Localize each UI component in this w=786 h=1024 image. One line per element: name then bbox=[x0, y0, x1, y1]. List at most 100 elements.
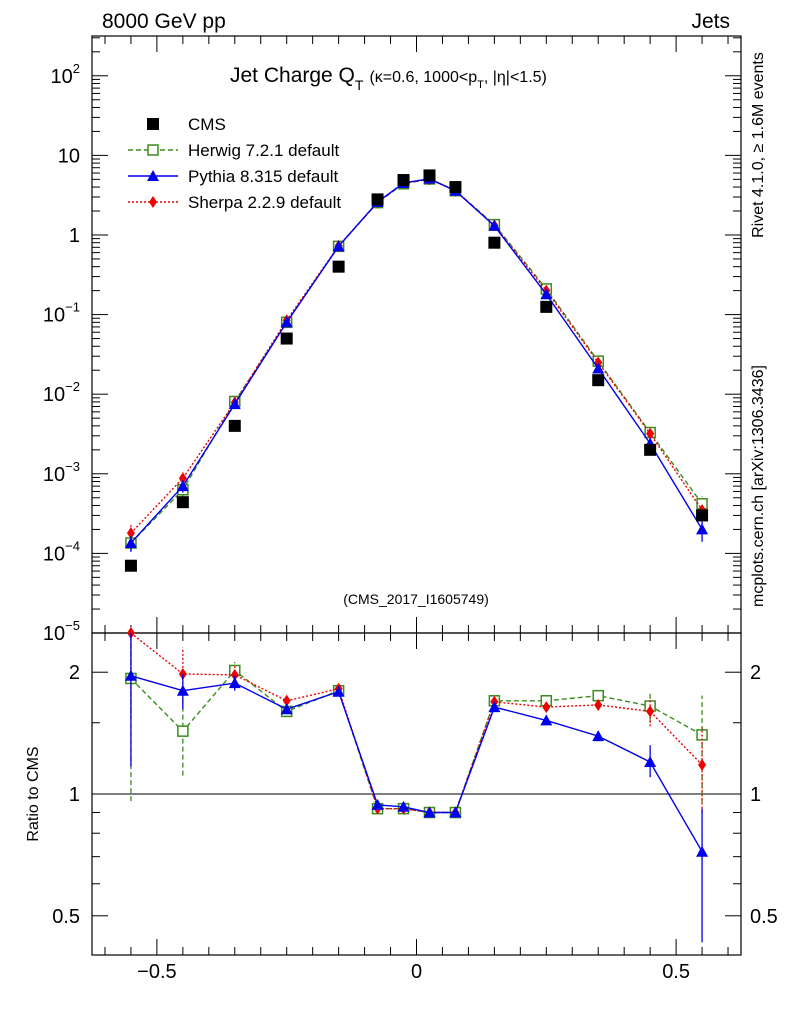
main-y-tick-label: 10−3 bbox=[43, 459, 80, 486]
main-point-pythia bbox=[696, 523, 709, 535]
tick-exponent: −1 bbox=[65, 300, 80, 315]
tick-exponent: −3 bbox=[65, 459, 80, 474]
legend-item-pythia: Pythia 8.315 default bbox=[128, 167, 339, 186]
ratio-point-pythia bbox=[540, 714, 553, 726]
ratio-y-tick-label: 2 bbox=[69, 662, 80, 684]
ratio-axes: −0.5 0 0.5 0.5 0.5 1 1 2 2 bbox=[52, 633, 778, 983]
tick-exponent: −2 bbox=[65, 379, 80, 394]
ratio-y-tick-label-right: 0.5 bbox=[750, 906, 778, 928]
ratio-point-pythia bbox=[332, 685, 345, 697]
main-series-layer bbox=[124, 169, 709, 572]
main-point-cms bbox=[228, 419, 241, 432]
main-line-sherpa bbox=[130, 178, 703, 534]
tick-base: 10 bbox=[43, 543, 65, 565]
ratio-y-tick-label-right: 1 bbox=[750, 784, 761, 806]
legend-label-herwig: Herwig 7.2.1 default bbox=[188, 141, 339, 160]
ratio-point-pythia bbox=[280, 703, 293, 715]
ratio-point-pythia bbox=[423, 806, 436, 818]
main-point-cms bbox=[423, 169, 436, 182]
tick-base: 10 bbox=[43, 623, 65, 645]
ratio-y-tick-label: 0.5 bbox=[52, 906, 80, 928]
main-point-sherpa bbox=[646, 427, 655, 440]
ratio-point-sherpa bbox=[282, 694, 291, 707]
ratio-line-herwig bbox=[130, 669, 703, 814]
x-tick-label: 0 bbox=[411, 961, 422, 983]
main-line-herwig bbox=[130, 178, 703, 544]
main-series-herwig bbox=[125, 173, 708, 552]
ratio-series-herwig bbox=[125, 633, 708, 819]
ratio-line-sherpa bbox=[130, 632, 703, 814]
main-y-tick-label: 10 bbox=[58, 145, 80, 167]
ratio-point-pythia bbox=[228, 677, 241, 689]
ratio-point-pythia bbox=[696, 845, 709, 857]
main-point-cms bbox=[397, 174, 410, 187]
legend-item-sherpa: Sherpa 2.2.9 default bbox=[128, 193, 341, 212]
tick-base: 10 bbox=[43, 464, 65, 486]
title-cut: (κ=0.6, 1000<p bbox=[369, 69, 477, 86]
legend-marker-sherpa bbox=[149, 196, 157, 208]
ratio-point-sherpa bbox=[594, 698, 603, 711]
main-point-cms bbox=[592, 374, 605, 387]
legend-marker-herwig bbox=[147, 144, 159, 156]
ratio-point-sherpa bbox=[646, 705, 655, 718]
main-point-cms bbox=[371, 193, 384, 206]
main-point-pythia bbox=[592, 362, 605, 374]
ratio-point-pythia bbox=[176, 684, 189, 696]
main-point-cms bbox=[449, 181, 462, 194]
header-category-label: Jets bbox=[691, 10, 730, 33]
main-series-sherpa bbox=[126, 173, 707, 548]
ratio-y-axis-label: Ratio to CMS bbox=[25, 746, 42, 841]
svg-text:Jet Charge QT(κ=0.6, 1000<pT,: Jet Charge QT (κ=0.6, 1000<pT, |η|<1.5) bbox=[230, 64, 547, 93]
main-point-cms bbox=[176, 496, 189, 509]
main-y-tick-label: 10−5 bbox=[43, 618, 80, 645]
main-y-tick-label: 10−4 bbox=[43, 538, 80, 565]
x-tick-label: 0.5 bbox=[662, 961, 690, 983]
tick-base: 10 bbox=[51, 66, 73, 88]
main-point-cms bbox=[644, 443, 657, 456]
tick-exponent: −5 bbox=[65, 618, 80, 633]
main-y-tick-label: 10−1 bbox=[43, 300, 80, 327]
rivet-version-label: Rivet 4.1.0, ≥ 1.6M events bbox=[750, 52, 767, 238]
main-series-pythia bbox=[124, 172, 709, 552]
main-point-cms bbox=[540, 300, 553, 313]
main-line-pythia bbox=[130, 177, 703, 544]
main-series-cms bbox=[124, 169, 709, 572]
main-y-tick-label: 10−2 bbox=[43, 379, 80, 406]
main-point-pythia bbox=[332, 240, 345, 252]
legend-item-herwig: Herwig 7.2.1 default bbox=[128, 141, 339, 160]
ratio-y-tick-label-right: 2 bbox=[750, 662, 761, 684]
ratio-point-pythia bbox=[449, 806, 462, 818]
main-point-cms bbox=[696, 509, 709, 522]
analysis-watermark: (CMS_2017_I1605749) bbox=[343, 591, 489, 607]
legend-label-pythia: Pythia 8.315 default bbox=[188, 167, 339, 186]
main-point-sherpa bbox=[126, 527, 135, 540]
ratio-line-pythia bbox=[130, 675, 703, 853]
x-tick-label: −0.5 bbox=[137, 961, 176, 983]
ratio-point-pythia bbox=[488, 701, 501, 713]
main-point-cms bbox=[488, 236, 501, 249]
legend-marker-pythia bbox=[147, 170, 159, 181]
main-y-tick-label: 1 bbox=[69, 225, 80, 247]
tick-exponent: −4 bbox=[65, 538, 80, 553]
header-energy-label: 8000 GeV pp bbox=[102, 10, 226, 33]
main-point-pythia bbox=[124, 537, 137, 549]
main-point-cms bbox=[332, 260, 345, 273]
ratio-series-layer bbox=[124, 627, 709, 943]
main-y-tick-label: 102 bbox=[51, 61, 80, 88]
main-point-pythia bbox=[280, 316, 293, 328]
main-point-pythia bbox=[540, 288, 553, 300]
main-point-pythia bbox=[488, 219, 501, 231]
ratio-point-sherpa bbox=[698, 758, 707, 771]
ratio-point-pythia bbox=[371, 798, 384, 810]
ratio-series-pythia bbox=[124, 633, 709, 943]
ratio-point-pythia bbox=[397, 800, 410, 812]
title-cut-subscript: T bbox=[477, 79, 484, 91]
legend-label-cms: CMS bbox=[188, 115, 226, 134]
ratio-point-pythia bbox=[124, 669, 137, 681]
legend-marker-cms bbox=[147, 118, 159, 130]
ratio-point-sherpa bbox=[542, 701, 551, 714]
ratio-point-herwig bbox=[177, 725, 189, 737]
main-point-pythia bbox=[228, 398, 241, 410]
